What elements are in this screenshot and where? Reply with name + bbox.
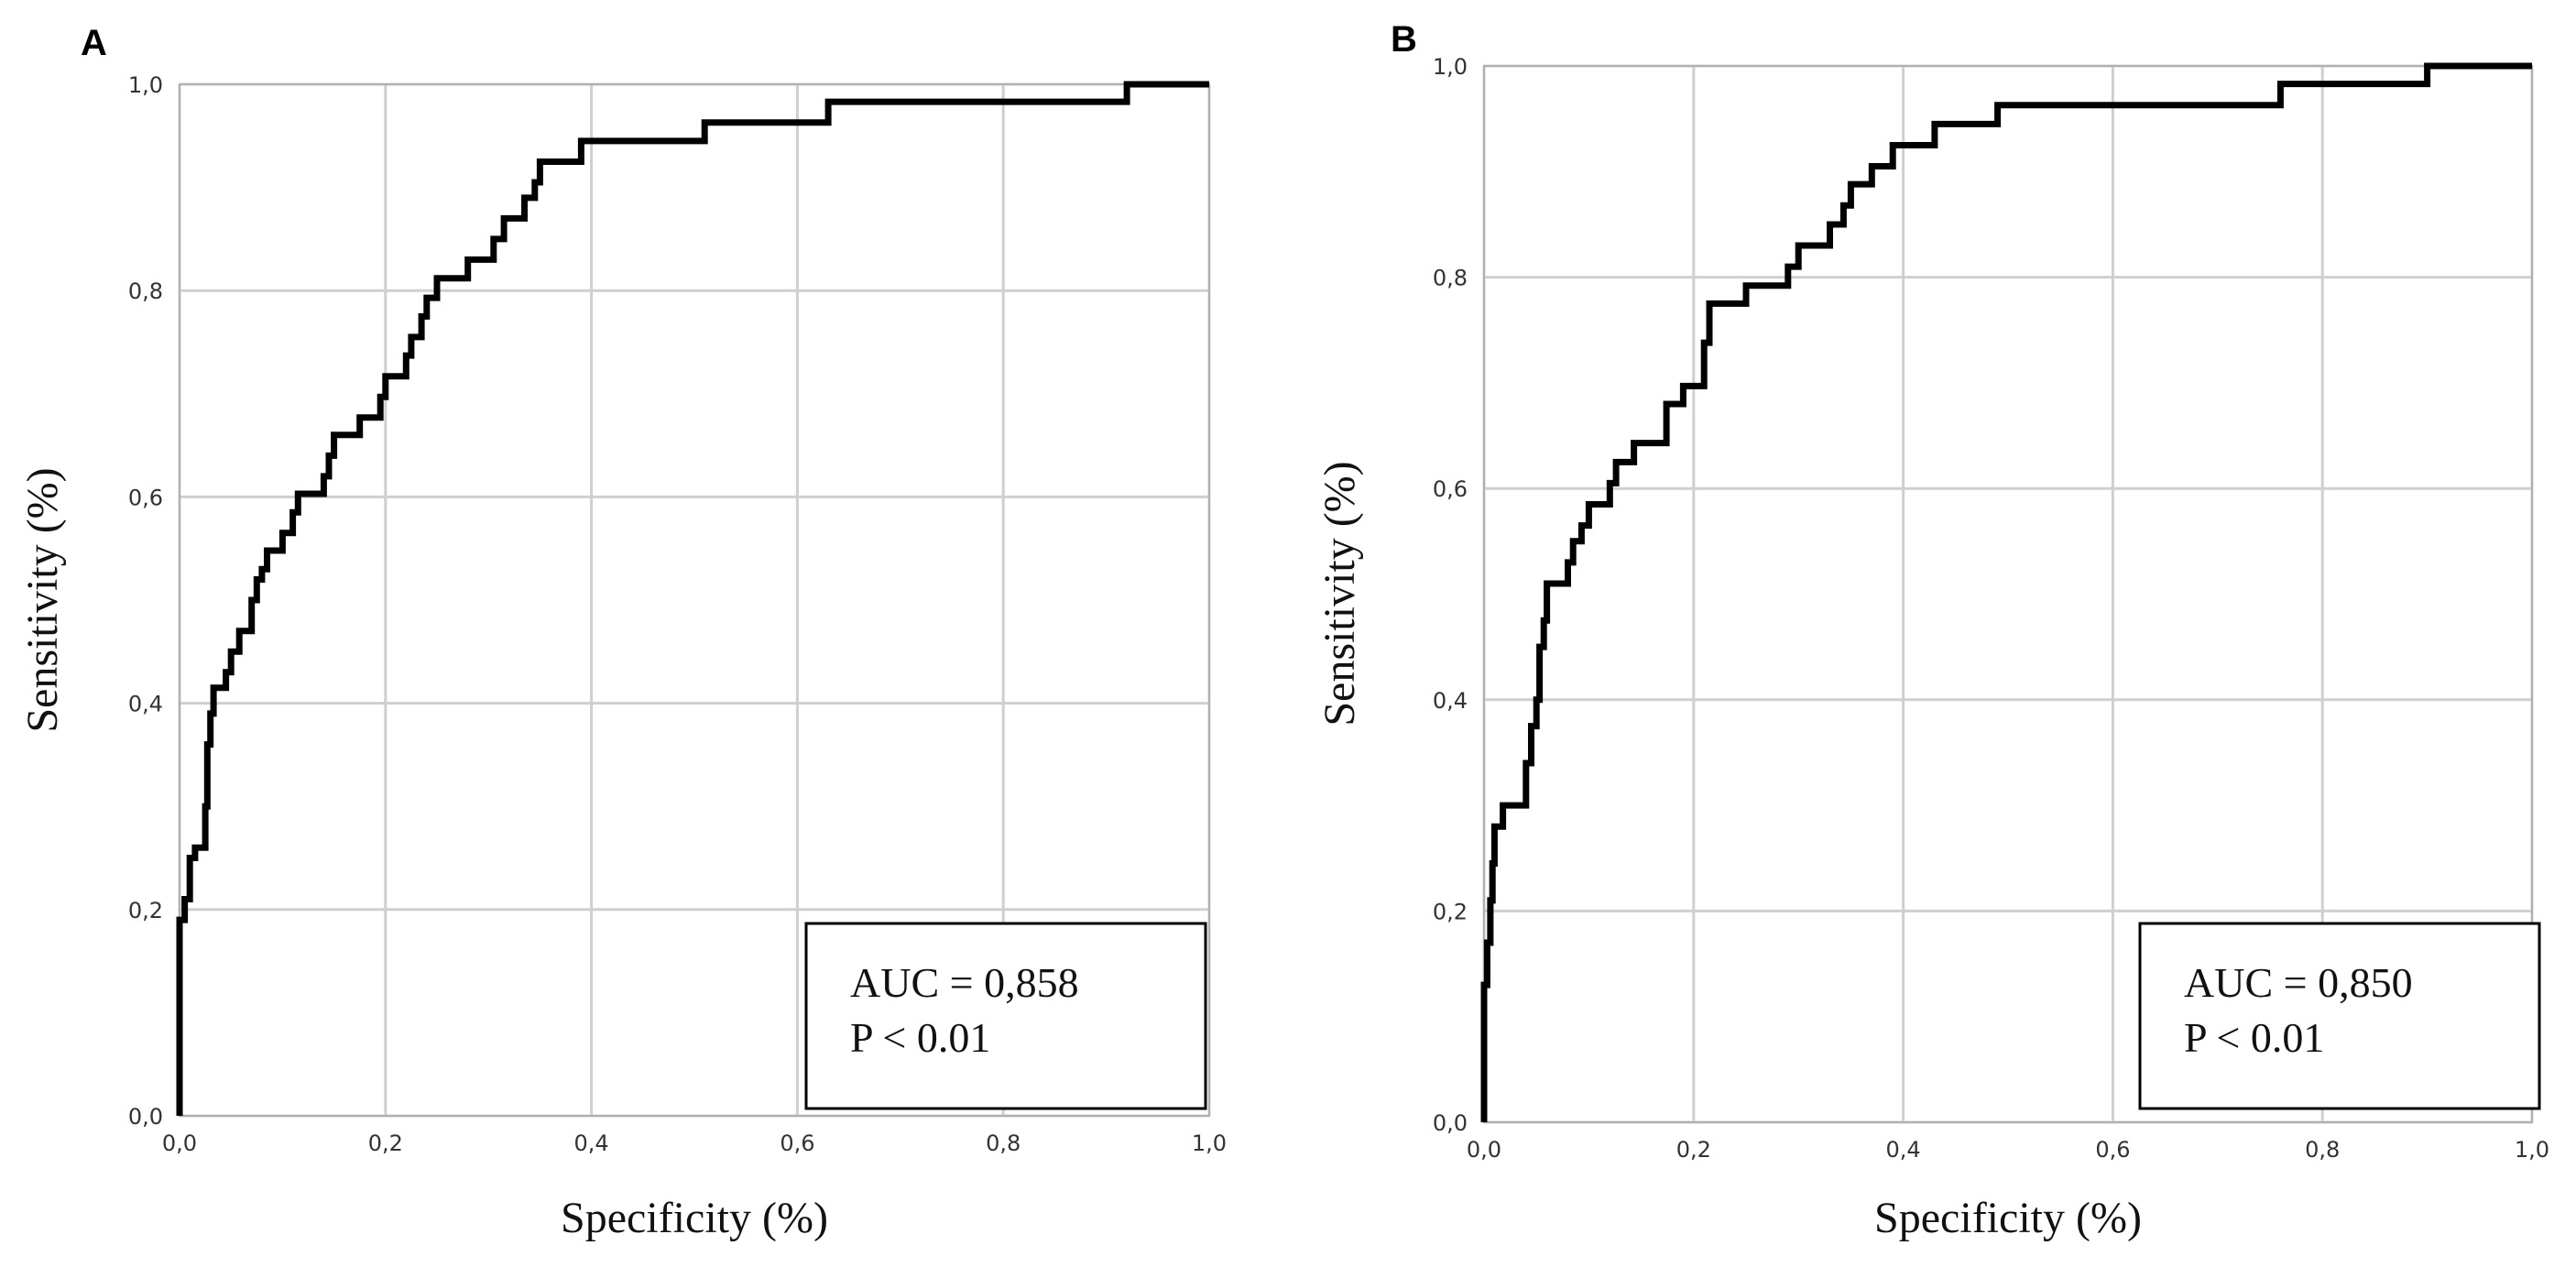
x-tick-label: 0,4 [574,1131,609,1156]
auc-value: AUC = 0,850 [2184,959,2413,1006]
p-value: P < 0.01 [850,1014,990,1061]
x-tick-label: 0,8 [986,1131,1021,1156]
roc-curve-line [1480,62,2532,1122]
y-tick-label: 0,8 [1433,266,1468,291]
annotation-box [2138,922,2541,1110]
y-tick-label: 0,4 [128,692,163,717]
panel-label: A [81,23,107,63]
x-tick-label: 1,0 [2515,1137,2549,1163]
x-tick-label: 0,6 [2095,1137,2130,1163]
y-tick-label: 0,6 [1433,476,1468,502]
y-tick-label: 0,4 [1433,688,1468,714]
y-tick-label: 0,2 [1433,899,1468,924]
x-axis-title: Specificity (%) [561,1194,828,1242]
y-tick-label: 1,0 [1433,54,1468,80]
x-tick-label: 1,0 [1192,1131,1227,1156]
x-axis-title: Specificity (%) [1874,1194,2142,1242]
x-tick-label: 0,2 [1676,1137,1711,1163]
plot-frame [1483,65,2533,1123]
x-tick-label: 0,8 [2305,1137,2340,1163]
x-tick-label: 0,0 [1467,1137,1501,1163]
y-tick-label: 0,6 [128,485,163,510]
x-tick-label: 0,0 [162,1131,197,1156]
y-axis-title: Sensitivity (%) [18,467,67,732]
y-tick-label: 0,0 [128,1104,163,1130]
y-axis-title: Sensitivity (%) [1315,461,1364,726]
x-tick-label: 0,6 [780,1131,814,1156]
plot-frame [179,83,1210,1117]
panel-label: B [1391,19,1417,60]
x-tick-label: 0,2 [368,1131,403,1156]
roc-panel-b: B 0,0 0,2 0,4 0,6 0,8 1,0 0,0 0,2 0,4 0,6 0,8 1,0 Spe… [1315,19,2549,1242]
y-tick-label: 0,2 [128,898,163,923]
p-value: P < 0.01 [2184,1014,2324,1061]
y-tick-label: 1,0 [128,72,163,98]
roc-curve-line [176,81,1209,1116]
y-tick-label: 0,0 [1433,1110,1468,1136]
x-tick-label: 0,4 [1886,1137,1921,1163]
annotation-box [804,922,1207,1110]
y-tick-label: 0,8 [128,279,163,304]
roc-panel-a: A 0,0 0,2 0,4 0,6 0,8 1,0 0,0 0,2 0,4 0,6 0,8 1,0 Spe… [18,23,1227,1242]
auc-value: AUC = 0,858 [850,959,1079,1006]
